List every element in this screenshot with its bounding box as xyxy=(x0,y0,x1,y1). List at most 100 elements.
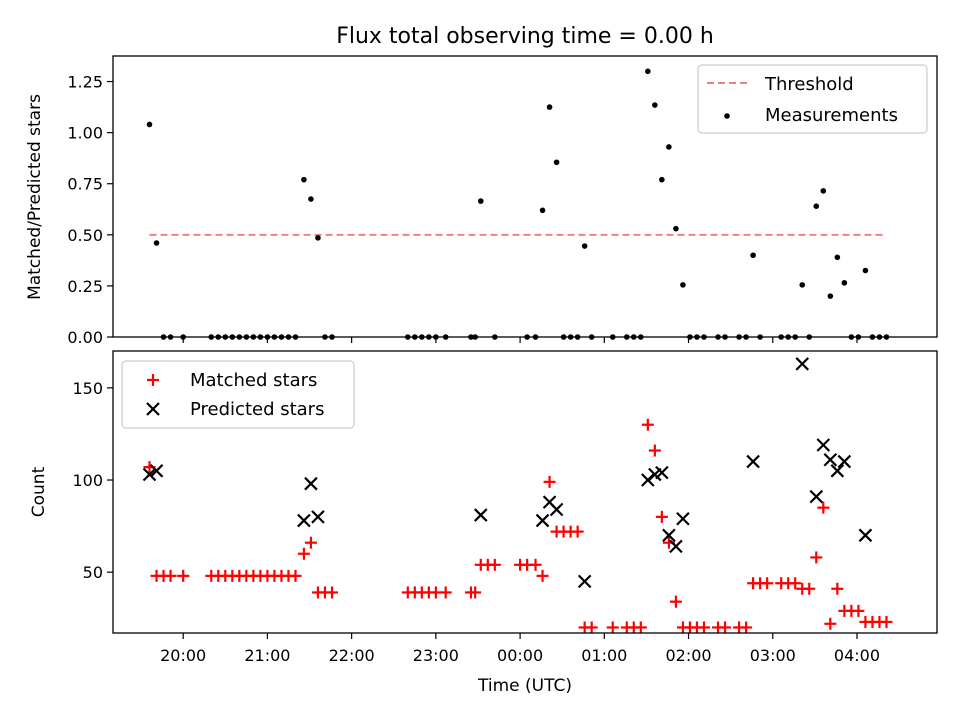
predicted-star-point xyxy=(809,489,824,504)
counts-x-tick-label: 01:00 xyxy=(581,646,627,665)
measurement-point xyxy=(539,207,546,214)
matched-star-point xyxy=(634,621,647,634)
ratio-y-tick-label: 0.25 xyxy=(67,277,103,296)
ratio-axes-frame xyxy=(112,55,938,338)
measurement-point xyxy=(813,203,820,210)
matched-star-point xyxy=(297,547,310,560)
measurement-point xyxy=(659,176,665,183)
ratio-panel: 0.00 0.25 0.50 0.75 1.00 1.25 Matched/Predict… xyxy=(25,55,938,347)
matched-star-point xyxy=(177,569,190,582)
counts-marks xyxy=(142,357,893,634)
matched-star-point xyxy=(304,536,317,549)
measurement-point xyxy=(862,267,869,274)
threshold-legend-label: Threshold xyxy=(764,74,854,95)
predicted-star-point xyxy=(823,452,838,467)
matched-star-point xyxy=(289,569,302,582)
matched-star-point xyxy=(824,617,837,630)
matched-star-point xyxy=(697,621,710,634)
measurement-point xyxy=(841,280,848,286)
predicted-star-point xyxy=(311,510,325,524)
measurement-point xyxy=(666,144,672,150)
matched-star-point xyxy=(585,621,598,634)
ratio-x-ticks xyxy=(182,337,858,343)
counts-x-tick-label: 00:00 xyxy=(497,646,543,665)
counts-y-tick-label: 150 xyxy=(72,379,103,398)
predicted-star-point xyxy=(655,465,669,480)
predicted-star-point xyxy=(297,513,311,528)
counts-panel: 50 100 150 20:00 21:00 22:00 23:00 00:00 01:00 0… xyxy=(29,350,938,696)
counts-y-ticks: 50 100 150 xyxy=(72,379,113,582)
matched-star-point xyxy=(536,569,549,582)
predicted-star-point xyxy=(662,528,676,543)
matched-star-point xyxy=(880,615,893,628)
ratio-y-tick-label: 0.75 xyxy=(67,175,103,194)
matched-stars-legend-swatch xyxy=(147,374,159,386)
counts-x-axis-label: Time (UTC) xyxy=(477,676,572,696)
measurement-point xyxy=(553,159,560,166)
matched-star-point xyxy=(655,510,668,523)
ratio-y-tick-label: 1.25 xyxy=(67,73,103,92)
ratio-y-ticks: 0.00 0.25 0.50 0.75 1.00 1.25 xyxy=(67,73,113,347)
predicted-star-point xyxy=(142,467,157,482)
measurement-point xyxy=(799,282,806,288)
measurement-point xyxy=(673,225,679,232)
measurement-point xyxy=(820,188,827,194)
predicted-star-point xyxy=(858,528,873,543)
measurement-point xyxy=(750,252,756,259)
matched-star-point xyxy=(789,577,802,590)
counts-x-ticks: 20:00 21:00 22:00 23:00 00:00 01:00 02:00 03:00… xyxy=(160,633,880,665)
matched-star-point xyxy=(852,604,865,617)
ratio-legend: Threshold Measurements xyxy=(697,64,928,134)
counts-y-tick-label: 50 xyxy=(83,563,103,582)
matched-star-point xyxy=(817,501,830,514)
ratio-y-axis-label: Matched/Predicted stars xyxy=(25,94,45,300)
matched-star-point xyxy=(669,595,682,608)
measurement-point xyxy=(827,293,834,299)
ratio-y-tick-label: 0.00 xyxy=(67,328,103,347)
counts-legend: Matched stars Predicted stars xyxy=(121,360,355,429)
counts-x-tick-label: 03:00 xyxy=(750,646,796,665)
counts-legend-box xyxy=(121,360,355,429)
measurement-point xyxy=(546,104,553,110)
measurements-legend-swatch xyxy=(724,113,730,119)
matched-star-point xyxy=(469,586,482,599)
figure-title: Flux total observing time = 0.00 h xyxy=(336,24,714,49)
counts-x-tick-label: 23:00 xyxy=(413,646,459,665)
measurement-point xyxy=(308,196,314,202)
predicted-star-point xyxy=(304,476,318,491)
measurement-point xyxy=(652,102,658,108)
predicted-star-point xyxy=(746,454,760,469)
predicted-star-point xyxy=(535,513,550,528)
measurement-point xyxy=(680,282,686,288)
counts-x-tick-label: 02:00 xyxy=(665,646,711,665)
matched-star-point xyxy=(529,558,542,571)
matched-star-point xyxy=(641,418,654,431)
predicted-star-point xyxy=(795,357,810,371)
matched-star-point xyxy=(606,621,619,634)
matched-star-point xyxy=(488,558,501,571)
measurement-point xyxy=(834,254,841,261)
measurement-point xyxy=(315,235,321,241)
predicted-star-point xyxy=(149,464,164,478)
matched-star-point xyxy=(571,525,584,538)
measurements-legend-label: Measurements xyxy=(765,105,898,126)
counts-axes-frame xyxy=(112,350,938,634)
counts-y-axis-label: Count xyxy=(29,466,49,517)
predicted-stars-legend-swatch xyxy=(146,402,160,416)
matched-star-point xyxy=(831,582,844,595)
matched-star-point xyxy=(719,621,732,634)
predicted-star-point xyxy=(577,574,592,589)
matched-star-point xyxy=(810,551,823,564)
matched-star-point xyxy=(439,586,452,599)
counts-x-tick-label: 21:00 xyxy=(244,646,290,665)
ratio-y-tick-label: 1.00 xyxy=(67,124,103,143)
counts-y-tick-label: 100 xyxy=(72,471,103,490)
predicted-stars-legend-label: Predicted stars xyxy=(190,399,324,420)
matched-star-point xyxy=(740,621,753,634)
predicted-star-point xyxy=(676,511,690,526)
counts-x-tick-label: 04:00 xyxy=(834,646,880,665)
ratio-legend-box xyxy=(697,64,928,134)
predicted-star-point xyxy=(816,438,831,452)
matched-star-point xyxy=(543,475,556,488)
